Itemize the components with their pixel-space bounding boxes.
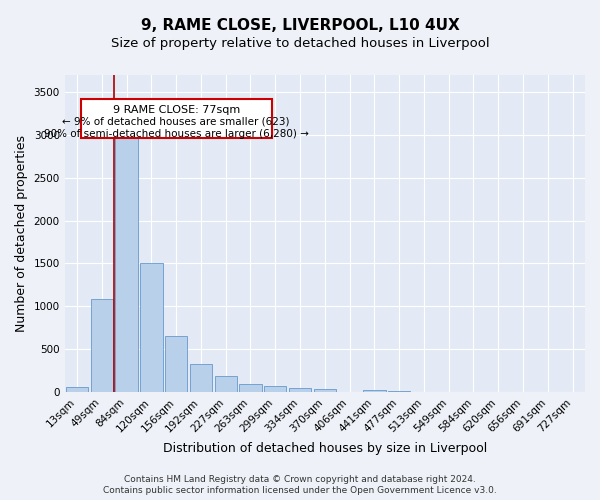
Bar: [314, 390, 336, 392]
Text: Size of property relative to detached houses in Liverpool: Size of property relative to detached ho…: [110, 38, 490, 51]
Bar: [91, 298, 113, 392]
Bar: [215, 376, 237, 392]
Bar: [264, 386, 286, 392]
Bar: [66, 387, 88, 392]
FancyBboxPatch shape: [81, 99, 272, 138]
Text: 9, RAME CLOSE, LIVERPOOL, L10 4UX: 9, RAME CLOSE, LIVERPOOL, L10 4UX: [140, 18, 460, 32]
Text: ← 9% of detached houses are smaller (623): ← 9% of detached houses are smaller (623…: [62, 117, 290, 127]
Bar: [140, 264, 163, 392]
X-axis label: Distribution of detached houses by size in Liverpool: Distribution of detached houses by size …: [163, 442, 487, 455]
Bar: [289, 388, 311, 392]
Text: 90% of semi-detached houses are larger (6,280) →: 90% of semi-detached houses are larger (…: [44, 128, 308, 138]
Bar: [165, 336, 187, 392]
Text: 9 RAME CLOSE: 77sqm: 9 RAME CLOSE: 77sqm: [113, 105, 240, 115]
Y-axis label: Number of detached properties: Number of detached properties: [15, 135, 28, 332]
Bar: [363, 390, 386, 392]
Bar: [190, 364, 212, 392]
Text: Contains HM Land Registry data © Crown copyright and database right 2024.: Contains HM Land Registry data © Crown c…: [124, 475, 476, 484]
Bar: [115, 130, 138, 392]
Bar: [239, 384, 262, 392]
Text: Contains public sector information licensed under the Open Government Licence v3: Contains public sector information licen…: [103, 486, 497, 495]
